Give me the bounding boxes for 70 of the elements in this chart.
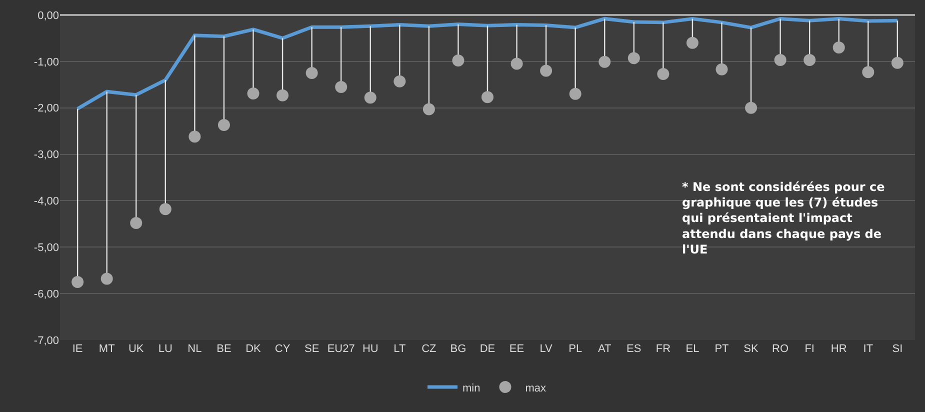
point	[276, 89, 289, 102]
point	[598, 56, 611, 68]
x-tick-label: EU27	[327, 343, 355, 355]
point	[188, 130, 201, 143]
point	[540, 64, 552, 77]
x-tick-label: UK	[128, 343, 144, 355]
x-tick-label: SK	[744, 343, 760, 355]
point	[510, 58, 523, 70]
point	[452, 54, 464, 66]
point	[745, 102, 758, 114]
point	[394, 75, 406, 88]
point	[159, 203, 172, 216]
y-tick-label: -4,00	[34, 196, 59, 208]
x-tick-label: LT	[394, 343, 406, 355]
x-tick-label: CZ	[422, 343, 437, 355]
x-tick-label: ES	[626, 343, 642, 355]
point	[335, 80, 348, 93]
legend-label: min	[462, 382, 480, 394]
x-tick-label: EE	[509, 343, 524, 355]
x-tick-label: IE	[72, 343, 83, 355]
x-tick-label: SE	[304, 343, 320, 355]
x-tick-label: HU	[362, 343, 378, 355]
x-tick-label: NL	[188, 343, 202, 355]
x-tick-label: CY	[274, 343, 291, 355]
legend-label: max	[525, 382, 547, 394]
line-series	[76, 16, 900, 111]
point	[891, 56, 904, 69]
point	[686, 36, 698, 49]
x-tick-label: PT	[714, 343, 730, 355]
x-tick-label: BE	[216, 343, 232, 355]
point	[422, 103, 435, 116]
annotation: * Ne sont considérées pour ce graphique que les (7) études qui présentaient l'impact attendu dans chaque pays de l'UE	[682, 180, 885, 256]
y-tick-label: -5,00	[34, 242, 59, 254]
x-tick-label: RO	[772, 343, 790, 355]
x-tick-label: FI	[804, 343, 814, 355]
point	[804, 54, 816, 66]
y-tick-label: 0,00	[38, 10, 59, 22]
x-tick-label: LV	[540, 343, 554, 355]
point	[716, 63, 728, 76]
y-tick-label: -2,00	[34, 102, 59, 115]
x-tick-label: BG	[450, 343, 466, 355]
x-tick-label: FR	[656, 343, 671, 355]
point	[130, 217, 142, 229]
point	[306, 67, 318, 80]
x-tick-label: SI	[892, 343, 903, 355]
y-tick-label: -6,00	[34, 288, 59, 300]
x-tick-label: MT	[98, 343, 116, 355]
x-tick-label: PL	[568, 343, 582, 355]
x-tick-label: AT	[598, 343, 612, 355]
point	[774, 54, 786, 66]
point	[247, 87, 260, 100]
x-tick-label: LU	[158, 343, 172, 355]
x-tick-label: IT	[863, 343, 874, 355]
x-tick-label: EL	[686, 343, 700, 355]
point	[72, 276, 84, 288]
point	[100, 272, 113, 285]
point	[832, 42, 845, 54]
point	[218, 119, 230, 132]
point	[364, 92, 376, 104]
y-tick-label: -3,00	[34, 149, 59, 162]
y-tick-label: -1,00	[34, 56, 59, 68]
point	[569, 88, 582, 100]
y-tick-label: -7,00	[34, 334, 59, 347]
point	[657, 68, 670, 80]
x-tick-label: HR	[830, 343, 847, 355]
point	[628, 52, 640, 64]
point	[482, 91, 494, 104]
x-tick-label: DK	[246, 343, 262, 355]
point	[862, 66, 874, 78]
x-tick-label: DE	[480, 343, 496, 355]
